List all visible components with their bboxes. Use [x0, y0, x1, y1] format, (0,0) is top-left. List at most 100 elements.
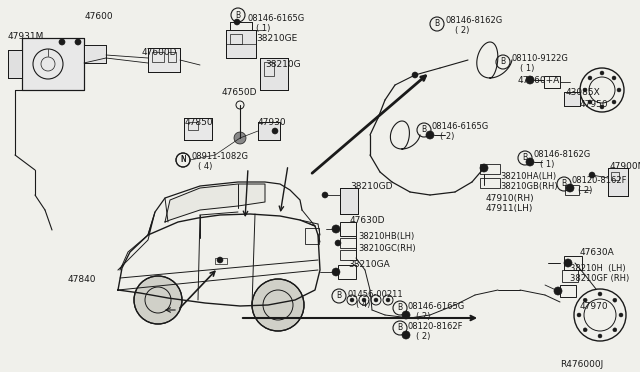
Bar: [564, 256, 582, 270]
Text: 38210GC(RH): 38210GC(RH): [358, 244, 415, 253]
Text: 47960+A: 47960+A: [518, 76, 560, 85]
Bar: [152, 52, 164, 62]
Text: ( 2): ( 2): [440, 132, 454, 141]
Bar: [84, 45, 106, 63]
Text: 47600D: 47600D: [142, 48, 177, 57]
Text: 08146-6165G: 08146-6165G: [408, 302, 465, 311]
Text: 38210G: 38210G: [265, 60, 301, 69]
Bar: [340, 250, 356, 260]
Text: B: B: [337, 292, 342, 301]
Circle shape: [583, 328, 587, 332]
Text: 47850: 47850: [185, 118, 214, 127]
Text: 38210GD: 38210GD: [350, 182, 392, 191]
Text: N: N: [180, 155, 186, 164]
Circle shape: [612, 100, 616, 104]
Bar: [608, 168, 628, 196]
Circle shape: [617, 88, 621, 92]
Bar: [84, 45, 106, 63]
Bar: [562, 270, 578, 282]
Bar: [560, 285, 576, 297]
Bar: [338, 265, 356, 279]
Circle shape: [59, 39, 65, 45]
Circle shape: [583, 88, 587, 92]
Circle shape: [598, 334, 602, 338]
Bar: [215, 258, 227, 264]
Text: B: B: [500, 58, 506, 67]
Circle shape: [588, 76, 592, 80]
Text: 38210GE: 38210GE: [256, 34, 297, 43]
Text: 01456-00211: 01456-00211: [348, 290, 404, 299]
Text: 08110-9122G: 08110-9122G: [512, 54, 569, 63]
Circle shape: [402, 311, 410, 319]
Bar: [544, 76, 560, 88]
Bar: [260, 58, 288, 90]
Circle shape: [619, 313, 623, 317]
Text: 47630D: 47630D: [350, 216, 385, 225]
Bar: [226, 30, 256, 58]
Text: 08120-8162F: 08120-8162F: [408, 322, 463, 331]
Text: 08146-6165G: 08146-6165G: [432, 122, 489, 131]
Text: 08911-1082G: 08911-1082G: [192, 152, 249, 161]
Text: 08146-8162G: 08146-8162G: [534, 150, 591, 159]
Circle shape: [564, 259, 572, 267]
Circle shape: [234, 19, 240, 25]
Text: ( 1): ( 1): [256, 24, 270, 33]
Text: ( 2): ( 2): [455, 26, 469, 35]
Bar: [148, 48, 180, 72]
Bar: [260, 58, 288, 90]
Bar: [564, 92, 580, 106]
Text: 43085X: 43085X: [566, 88, 601, 97]
Circle shape: [526, 158, 534, 166]
Text: 08146-6165G: 08146-6165G: [248, 14, 305, 23]
Circle shape: [412, 72, 418, 78]
Bar: [305, 228, 319, 244]
Text: B: B: [397, 324, 403, 333]
Circle shape: [613, 328, 617, 332]
Circle shape: [134, 276, 182, 324]
Bar: [226, 30, 256, 58]
Text: 47630A: 47630A: [580, 248, 615, 257]
Text: B: B: [397, 304, 403, 312]
Text: 47840: 47840: [68, 275, 97, 284]
Text: 38210GA: 38210GA: [348, 260, 390, 269]
Bar: [22, 38, 84, 90]
Text: 38210HA(LH): 38210HA(LH): [500, 172, 556, 181]
Circle shape: [598, 292, 602, 296]
Bar: [168, 52, 176, 62]
Circle shape: [566, 184, 574, 192]
Circle shape: [600, 71, 604, 75]
Polygon shape: [165, 184, 265, 222]
Text: B: B: [522, 154, 527, 163]
Bar: [340, 188, 358, 214]
Text: 47950: 47950: [580, 100, 609, 109]
Text: B: B: [435, 19, 440, 29]
Circle shape: [217, 257, 223, 263]
Bar: [264, 62, 274, 76]
Circle shape: [335, 240, 341, 246]
Text: 47970: 47970: [580, 302, 609, 311]
Text: ( 2): ( 2): [578, 186, 593, 195]
Text: 47910(RH): 47910(RH): [486, 194, 534, 203]
Circle shape: [554, 287, 562, 295]
Circle shape: [402, 331, 410, 339]
Circle shape: [600, 105, 604, 109]
Circle shape: [332, 225, 340, 233]
Circle shape: [612, 76, 616, 80]
Text: ( 4): ( 4): [198, 162, 212, 171]
Circle shape: [577, 313, 581, 317]
Text: B: B: [236, 10, 241, 19]
Text: 47650D: 47650D: [222, 88, 257, 97]
Text: N: N: [180, 155, 186, 164]
Bar: [480, 164, 500, 174]
Text: 38210GB(RH): 38210GB(RH): [500, 182, 557, 191]
Text: ( 2): ( 2): [416, 312, 430, 321]
Circle shape: [350, 298, 354, 302]
Bar: [184, 118, 212, 140]
Circle shape: [480, 164, 488, 172]
Bar: [565, 185, 579, 195]
Bar: [148, 48, 180, 72]
Circle shape: [234, 132, 246, 144]
Bar: [230, 34, 242, 44]
Bar: [184, 118, 212, 140]
Text: 47931M: 47931M: [8, 32, 44, 41]
